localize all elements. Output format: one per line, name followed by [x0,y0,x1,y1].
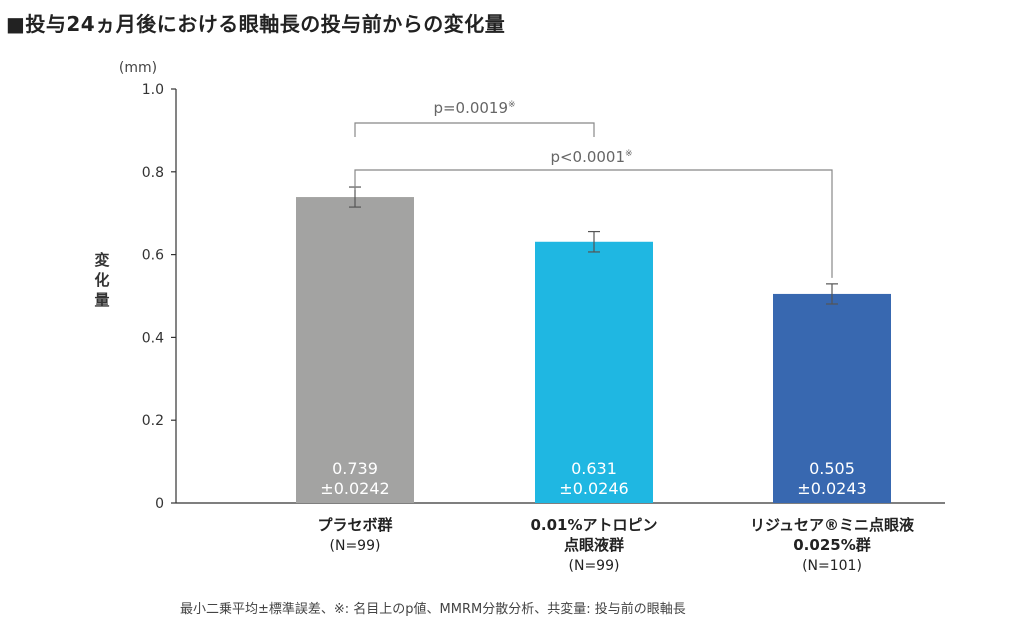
x-category-label: (N=99) [569,558,620,574]
significance-brackets: p=0.0019※ p<0.0001※ [354,99,833,278]
y-axis-label: 変化量 [94,251,109,309]
data-label: ±0.0246 [559,479,628,498]
data-label: 0.631 [571,459,617,478]
x-category-label: 0.025%群 [793,536,870,554]
page-title: ■投与24ヵ月後における眼軸長の投与前からの変化量 [6,12,506,36]
y-tick-label: 0.6 [142,248,164,264]
y-tick-label: 0.2 [142,413,164,429]
x-category-label: (N=99) [330,538,381,554]
x-category-label: 点眼液群 [564,536,624,554]
bars: 0.739±0.0242 0.631±0.0246 0.505±0.0243 [296,186,891,504]
bar [773,293,891,503]
data-label: ±0.0242 [320,479,389,498]
data-label: 0.739 [332,459,378,478]
y-tick-label: 1.0 [142,82,164,98]
y-tick-label: 0.4 [142,330,164,346]
significance-bracket [354,122,595,137]
p-value-label: p=0.0019※ [433,99,515,117]
x-category-label: プラセボ群 [317,516,392,534]
data-label: ±0.0243 [797,479,866,498]
y-tick-label: 0.8 [142,165,164,181]
x-category-label: (N=101) [802,558,862,574]
significance-bracket [354,169,833,278]
bar [296,197,414,503]
footnote: 最小二乗平均±標準誤差、※: 名目上のp値、MMRM分散分析、共変量: 投与前の… [180,602,686,617]
y-unit-label: (mm) [119,60,157,76]
data-label: 0.505 [809,459,855,478]
bar [535,241,653,504]
x-category-label: 0.01%アトロピン [530,516,657,534]
p-value-label: p<0.0001※ [550,148,632,166]
x-category-label: リジュセア®ミニ点眼液 [750,516,915,534]
y-tick-label: 0 [155,496,164,512]
